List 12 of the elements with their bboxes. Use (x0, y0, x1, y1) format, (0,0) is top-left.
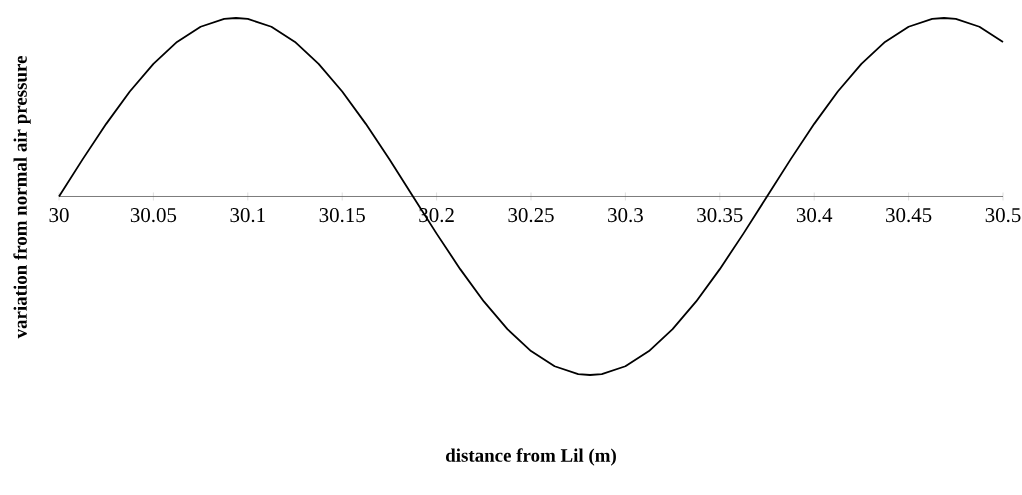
x-tick-label: 30.35 (697, 208, 743, 223)
x-tick-label: 30.25 (508, 208, 554, 223)
x-tick-label: 30 (49, 208, 69, 223)
x-tick-label: 30.4 (796, 208, 833, 223)
y-axis-title: variation from normal air pressure (13, 56, 31, 339)
x-tick-label: 30.05 (130, 208, 177, 223)
x-axis-title: distance from Lil (m) (445, 448, 616, 466)
x-tick-label: 30.5 (985, 208, 1021, 223)
x-tick-label: 30.15 (319, 208, 365, 223)
x-tick-label: 30.1 (230, 208, 265, 223)
x-tick-label: 30.3 (608, 208, 643, 223)
x-tick-label: 30.45 (886, 208, 932, 223)
